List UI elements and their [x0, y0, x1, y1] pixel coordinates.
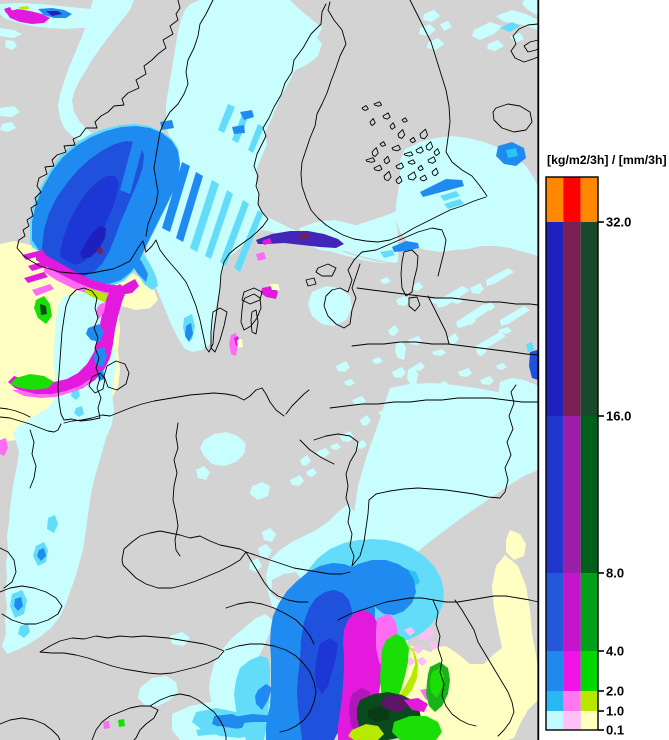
- svg-text:2.0: 2.0: [606, 684, 624, 699]
- svg-text:32.0: 32.0: [606, 215, 631, 230]
- svg-text:4.0: 4.0: [606, 644, 624, 659]
- svg-text:8.0: 8.0: [606, 566, 624, 581]
- svg-text:0.1: 0.1: [606, 723, 624, 738]
- svg-text:16.0: 16.0: [606, 409, 631, 424]
- svg-text:1.0: 1.0: [606, 704, 624, 719]
- svg-text:[kg/m2/3h] / [mm/3h]: [kg/m2/3h] / [mm/3h]: [547, 153, 667, 167]
